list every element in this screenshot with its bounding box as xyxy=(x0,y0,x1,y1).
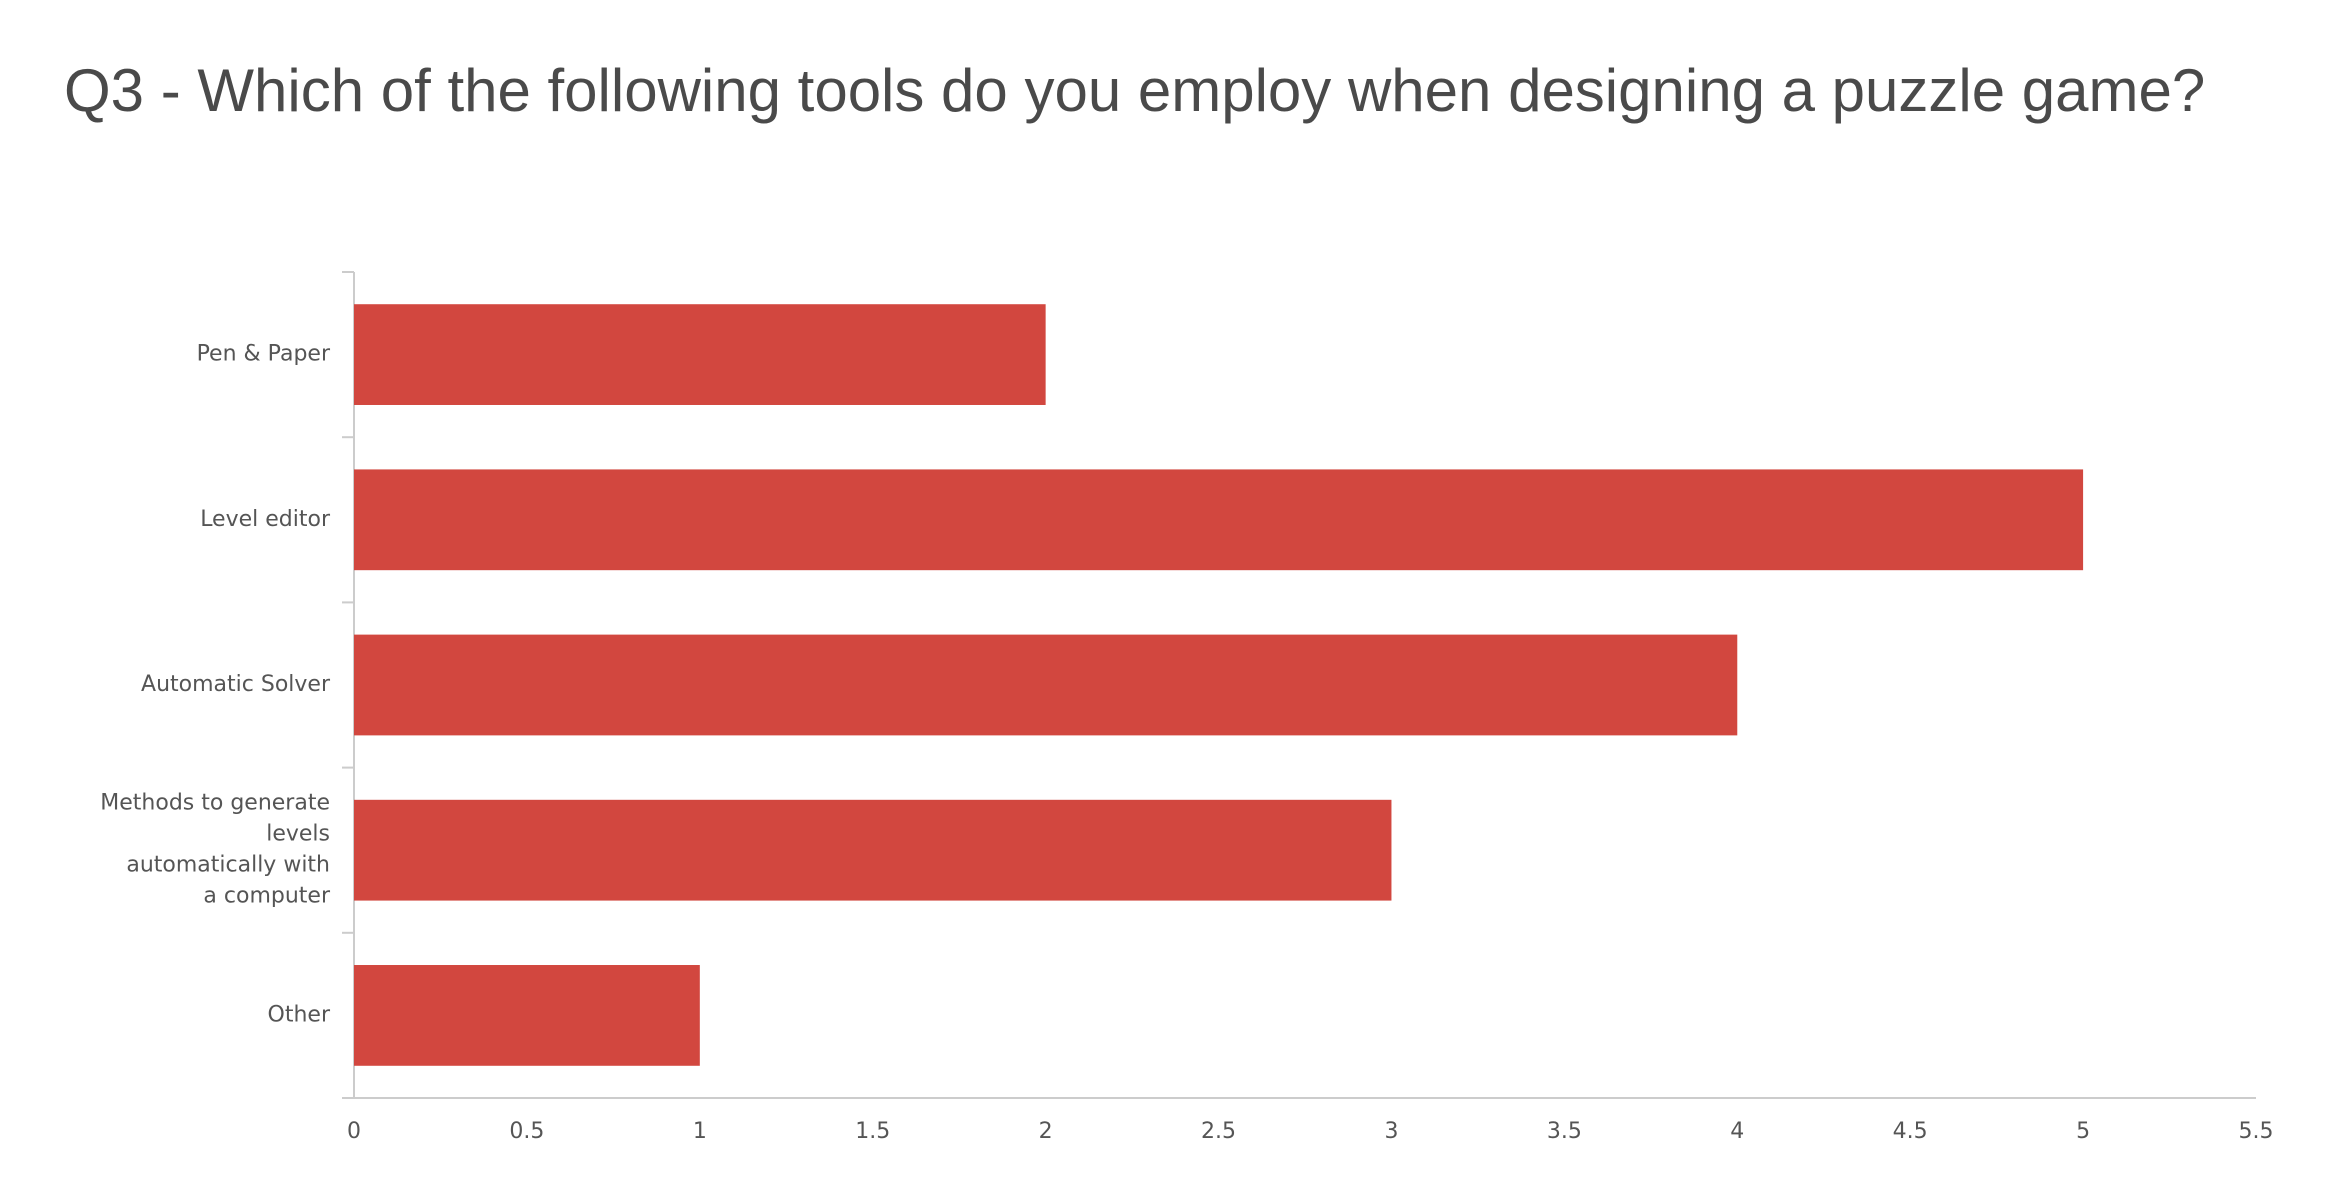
category-label-line: automatically with xyxy=(126,853,330,878)
category-label-line: Automatic Solver xyxy=(141,672,331,697)
x-tick-label: 4 xyxy=(1730,1119,1744,1144)
category-labels: Pen & Paper Level editor Automatic Solver M… xyxy=(100,342,331,1028)
x-tick-label: 2.5 xyxy=(1201,1119,1236,1144)
chart-bars xyxy=(354,304,2084,1066)
bar xyxy=(354,469,2084,571)
x-tick-label: 1.5 xyxy=(855,1119,890,1144)
bar xyxy=(354,634,1738,736)
x-tick-label: 3.5 xyxy=(1547,1119,1582,1144)
category-label-line: Other xyxy=(268,1002,331,1027)
bar xyxy=(354,965,700,1066)
x-tick-label: 4.5 xyxy=(1893,1119,1928,1144)
bar xyxy=(354,304,1046,405)
category-label-line: Level editor xyxy=(200,507,331,532)
category-label: Other xyxy=(268,1002,331,1027)
category-label: Methods to generate levels automatically w… xyxy=(100,791,331,909)
bar xyxy=(354,799,1392,901)
x-tick-label: 2 xyxy=(1039,1119,1053,1144)
x-tick-label: 0.5 xyxy=(509,1119,544,1144)
category-label: Automatic Solver xyxy=(141,672,331,697)
x-tick-label: 0 xyxy=(347,1119,361,1144)
category-label-line: levels xyxy=(266,822,330,847)
category-label: Pen & Paper xyxy=(197,342,331,367)
category-label-line: Pen & Paper xyxy=(197,342,331,367)
category-label-line: Methods to generate xyxy=(100,791,330,816)
x-tick-label: 1 xyxy=(693,1119,707,1144)
x-tick-label: 5.5 xyxy=(2239,1119,2274,1144)
category-label: Level editor xyxy=(200,507,331,532)
x-tick-label: 3 xyxy=(1384,1119,1398,1144)
category-label-line: a computer xyxy=(203,884,331,909)
x-tick-label: 5 xyxy=(2076,1119,2090,1144)
x-tick-labels: 0 0.5 1 1.5 2 2.5 3 3.5 4 4.5 5 5.5 xyxy=(347,1119,2274,1144)
chart-title: Q3 - Which of the following tools do you… xyxy=(64,57,2206,124)
